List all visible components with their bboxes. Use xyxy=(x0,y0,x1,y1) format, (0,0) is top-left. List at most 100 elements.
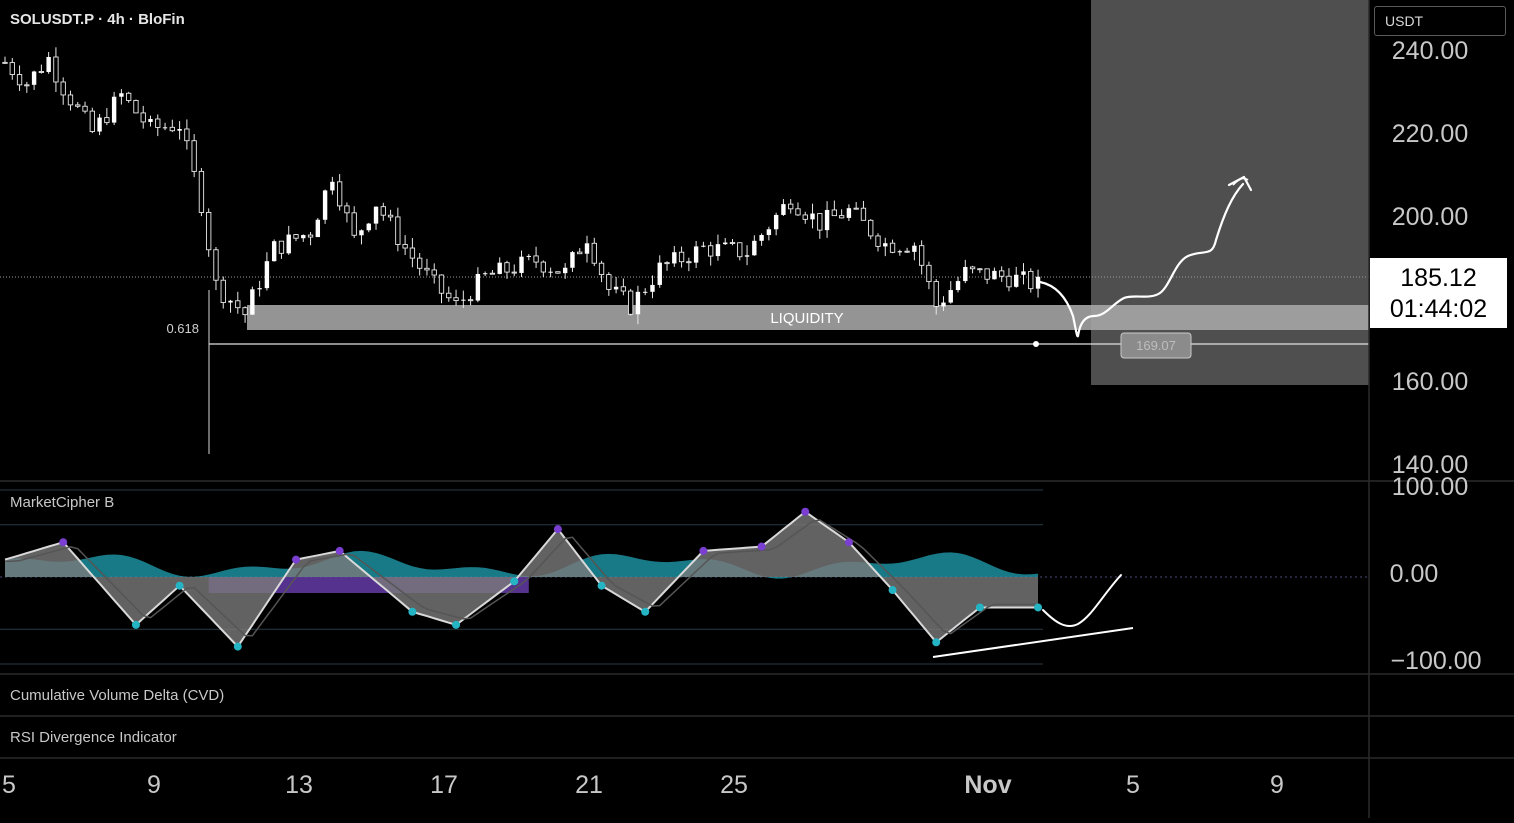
candle xyxy=(897,249,903,256)
projection-arrow-squiggle xyxy=(1232,177,1249,186)
candle xyxy=(467,295,474,306)
candle xyxy=(148,115,153,127)
signal-dot xyxy=(292,555,300,564)
candle xyxy=(781,199,786,216)
candle xyxy=(853,202,859,210)
candle xyxy=(933,278,939,315)
candle xyxy=(926,261,932,290)
oscillator-axis-label: 0.00 xyxy=(1390,560,1439,588)
candle xyxy=(402,235,408,256)
price-axis-label: 160.00 xyxy=(1392,368,1468,396)
candle xyxy=(824,201,830,238)
candle xyxy=(330,176,335,195)
signal-dot xyxy=(597,581,606,590)
time-axis-label: 5 xyxy=(1126,771,1140,799)
candle xyxy=(889,239,896,254)
candle xyxy=(446,286,452,302)
price-axis-label: 200.00 xyxy=(1392,203,1468,231)
candle xyxy=(577,248,583,255)
candle xyxy=(264,252,270,291)
signal-dot xyxy=(408,607,417,616)
candle xyxy=(591,237,597,267)
candle xyxy=(228,299,233,313)
candle xyxy=(846,204,852,221)
candlestick-series xyxy=(2,47,1041,325)
candle xyxy=(984,268,990,284)
candle xyxy=(111,91,117,126)
candle xyxy=(555,271,561,274)
oscillator-projection-drawing[interactable] xyxy=(1042,574,1122,628)
candle xyxy=(373,206,379,230)
signal-dot xyxy=(510,577,519,586)
candle xyxy=(24,81,30,93)
candle xyxy=(286,225,291,255)
time-axis-label: 25 xyxy=(720,771,748,799)
candle xyxy=(1014,266,1019,288)
money-flow-area xyxy=(5,550,1039,579)
candle xyxy=(744,245,750,266)
candle xyxy=(191,134,197,178)
market-cipher-oscillator xyxy=(0,489,1369,665)
candle xyxy=(475,267,481,303)
time-axis-label: 17 xyxy=(430,771,458,799)
target-price-label: 169.07 xyxy=(1136,338,1176,353)
oscillator-axis-label: −100.00 xyxy=(1390,647,1481,675)
rsi-label[interactable]: RSI Divergence Indicator xyxy=(10,729,177,746)
candle xyxy=(584,235,590,263)
candle xyxy=(883,237,888,257)
candle xyxy=(82,101,88,114)
projected-path-drawing[interactable] xyxy=(1038,182,1245,338)
fib-level-label: 0.618 xyxy=(166,321,199,336)
candle xyxy=(678,246,685,268)
candle xyxy=(162,122,168,131)
candle xyxy=(533,246,539,268)
candle xyxy=(119,89,124,105)
signal-dot xyxy=(1034,603,1043,612)
candle xyxy=(628,288,634,316)
candle xyxy=(1028,268,1034,293)
candle xyxy=(307,231,314,246)
projection-arrow-head xyxy=(1227,175,1253,192)
time-axis-label: 9 xyxy=(1270,771,1284,799)
candle xyxy=(104,108,110,126)
candle xyxy=(359,229,364,245)
candle xyxy=(293,234,299,242)
candle xyxy=(598,260,605,283)
candle xyxy=(868,219,874,240)
candle xyxy=(417,253,423,276)
symbol-title[interactable]: SOLUSDT.P · 4h · BloFin xyxy=(10,11,185,28)
wave-line-slow xyxy=(5,519,1038,637)
candle xyxy=(802,211,808,224)
time-axis-label: Nov xyxy=(964,771,1011,799)
candle xyxy=(715,234,721,261)
currency-selector[interactable]: USDT xyxy=(1374,6,1506,36)
candle xyxy=(562,263,568,279)
candle xyxy=(250,286,255,315)
candle xyxy=(955,276,961,293)
fib-anchor-dot[interactable] xyxy=(1033,341,1039,347)
cvd-label[interactable]: Cumulative Volume Delta (CVD) xyxy=(10,687,225,704)
candle xyxy=(540,260,547,278)
candle xyxy=(504,260,510,279)
signal-dot xyxy=(452,620,461,629)
oscillator-divergence-trendline[interactable] xyxy=(932,627,1134,658)
candle xyxy=(664,261,670,271)
current-price-value: 185.12 xyxy=(1400,264,1477,292)
candle xyxy=(213,246,219,291)
candle xyxy=(948,281,953,304)
liquidity-zone[interactable] xyxy=(247,305,1369,330)
candle xyxy=(999,266,1005,282)
candle xyxy=(60,77,66,105)
candle xyxy=(97,113,102,136)
candle xyxy=(46,51,51,74)
candle xyxy=(723,238,728,246)
candle xyxy=(53,47,59,92)
market-cipher-label[interactable]: MarketCipher B xyxy=(10,494,115,511)
candle xyxy=(752,235,757,256)
signal-dot xyxy=(801,507,810,516)
target-price-box[interactable]: 169.07 xyxy=(1120,332,1192,359)
candle xyxy=(301,234,306,242)
candle xyxy=(140,105,146,129)
